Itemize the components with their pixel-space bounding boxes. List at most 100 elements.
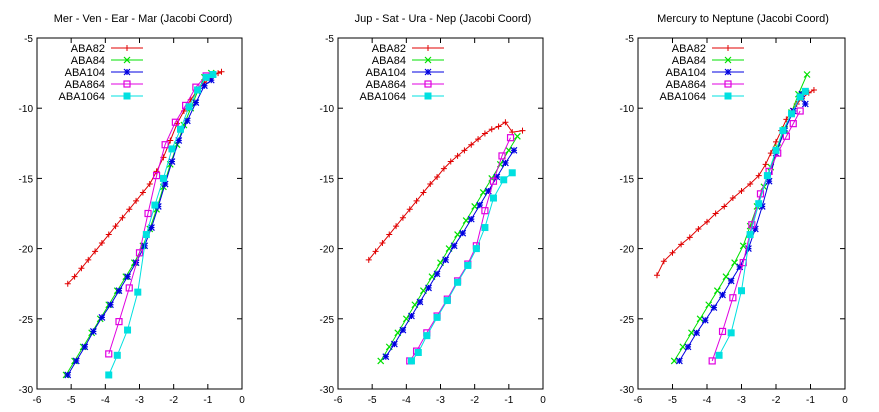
data-point (393, 223, 400, 230)
x-tick-label: -1 (203, 395, 212, 406)
data-point (81, 343, 89, 351)
data-point (489, 177, 498, 185)
data-point (167, 137, 174, 144)
legend-swatch-marker (424, 56, 432, 64)
data-point (142, 231, 150, 239)
data-point (801, 100, 809, 108)
data-point (476, 201, 484, 209)
data-point (386, 231, 393, 238)
data-point (365, 256, 372, 263)
data-point (508, 169, 516, 177)
data-point (64, 371, 72, 379)
data-point (134, 288, 142, 296)
x-tick-label: -1 (806, 395, 815, 406)
data-point (796, 107, 804, 115)
data-point (747, 181, 754, 188)
x-tick-label: 0 (239, 395, 245, 406)
data-point (695, 225, 702, 232)
data-point (509, 129, 516, 136)
data-point (115, 318, 123, 326)
data-point (209, 71, 217, 79)
legend-swatch-marker (424, 80, 432, 88)
data-point (719, 291, 726, 299)
y-tick-label: -5 (24, 34, 33, 45)
data-point (738, 188, 745, 195)
data-point (148, 224, 155, 231)
legend-swatch-marker (424, 68, 432, 76)
data-point (772, 146, 780, 154)
x-tick-label: -5 (668, 395, 677, 406)
data-point (454, 152, 461, 159)
data-point (443, 297, 451, 305)
data-point (78, 265, 85, 272)
legend-label: ABA82 (672, 43, 706, 55)
data-point (135, 249, 144, 257)
data-point (472, 245, 480, 253)
data-point (171, 118, 179, 126)
data-point (442, 256, 450, 264)
legend-label: ABA104 (666, 67, 706, 79)
data-point (705, 301, 713, 309)
chart-panel-1: Mer - Ven - Ear - Mar (Jacobi Coord) -6 -5… (19, 13, 246, 406)
x-tick-label: -2 (169, 395, 178, 406)
data-point (660, 258, 667, 265)
series-aba1064 (407, 169, 516, 365)
series-line (108, 75, 207, 355)
x-tick-label: -6 (334, 395, 343, 406)
data-point (505, 146, 513, 154)
data-point (704, 218, 710, 225)
legend-label: ABA84 (372, 55, 406, 67)
series-line (368, 121, 523, 261)
y-tick-label: -15 (19, 174, 34, 185)
data-point (686, 234, 693, 241)
data-point (133, 197, 140, 204)
data-point (450, 242, 458, 250)
data-point (433, 270, 441, 278)
data-point (151, 201, 159, 209)
legend-label: ABA1064 (660, 91, 706, 103)
data-point (92, 248, 99, 255)
y-tick-label: -30 (19, 385, 34, 396)
data-point (64, 280, 71, 287)
data-point (678, 241, 685, 248)
data-point (126, 206, 133, 213)
x-tick-label: -5 (67, 395, 76, 406)
data-point (459, 229, 467, 237)
data-point (788, 110, 796, 118)
legend-swatch-marker (725, 45, 731, 51)
series-line (385, 150, 515, 357)
x-tick-label: -4 (101, 395, 110, 406)
data-point (796, 93, 804, 101)
legend-swatch-marker (123, 56, 131, 64)
data-point (722, 273, 730, 281)
data-point (440, 165, 447, 172)
data-point (413, 197, 420, 204)
x-tick-label: -1 (504, 395, 513, 406)
data-point (763, 172, 771, 180)
y-tick-label: -20 (320, 245, 335, 256)
data-point (519, 127, 526, 134)
data-point (202, 73, 210, 81)
chart-title: Mer - Ven - Ear - Mar (Jacobi Coord) (54, 13, 233, 25)
data-point (406, 206, 413, 213)
data-point (218, 68, 225, 75)
data-point (107, 301, 114, 309)
data-point (669, 249, 676, 256)
data-point (192, 99, 200, 107)
y-tick-label: -5 (625, 34, 634, 45)
data-point (146, 181, 153, 188)
data-point (712, 210, 719, 217)
data-point (727, 329, 735, 337)
legend-label: ABA104 (366, 67, 406, 79)
data-point (144, 209, 152, 218)
series-aba864 (406, 134, 515, 365)
data-point (183, 117, 191, 125)
legend-swatch-marker (123, 92, 131, 100)
data-point (447, 158, 454, 165)
data-point (727, 277, 735, 285)
data-point (721, 203, 728, 210)
y-tick-label: -25 (19, 315, 34, 326)
data-point (414, 348, 422, 356)
legend-label: ABA84 (672, 55, 706, 67)
